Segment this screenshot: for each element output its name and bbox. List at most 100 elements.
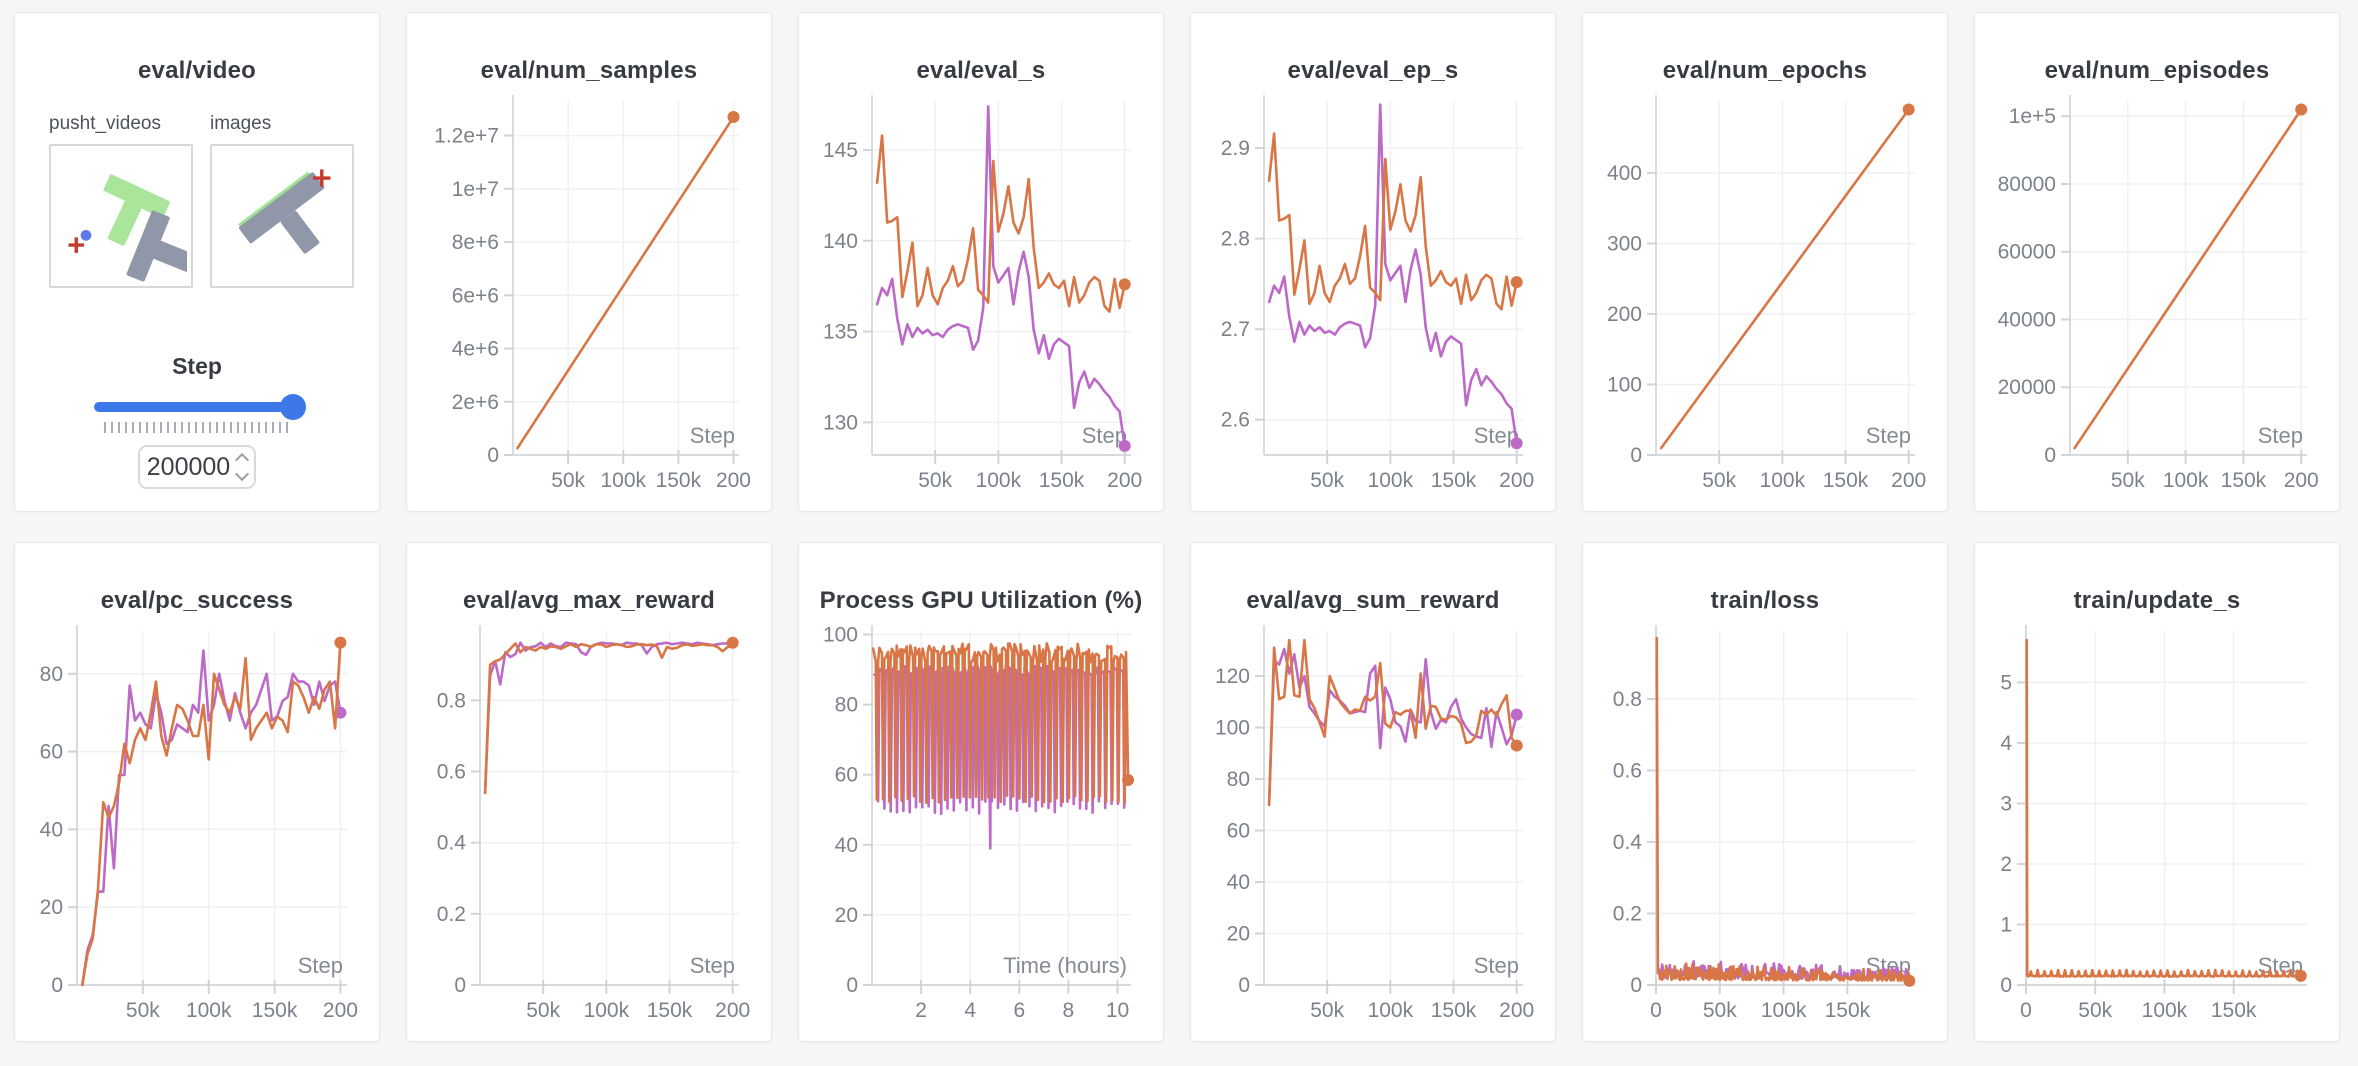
svg-text:60: 60 xyxy=(40,741,63,764)
svg-text:100k: 100k xyxy=(976,469,1022,492)
panel-eval-video: eval/video pusht_videos xyxy=(14,12,380,512)
svg-text:0.8: 0.8 xyxy=(437,689,466,712)
svg-text:0: 0 xyxy=(846,974,858,997)
svg-text:40: 40 xyxy=(40,818,63,841)
t-object-block-gray xyxy=(126,210,196,282)
svg-text:20: 20 xyxy=(1227,923,1250,946)
svg-text:0.4: 0.4 xyxy=(1613,831,1643,854)
svg-text:100k: 100k xyxy=(2163,469,2209,492)
step-value-text: 200000 xyxy=(146,452,231,481)
chart-canvas-num-samples[interactable]: 0 2e+6 4e+6 6e+6 8e+6 1e+7 1.2e+7 50k 100k 150k 20… xyxy=(407,13,772,512)
chart-canvas-pc-success[interactable]: 0 20 40 60 80 50k 100k 150k 200 Step xyxy=(15,543,380,1042)
svg-text:5: 5 xyxy=(2000,671,2012,694)
svg-text:0: 0 xyxy=(1630,444,1642,467)
svg-text:150k: 150k xyxy=(1431,999,1477,1022)
video-preview-pusht[interactable] xyxy=(49,144,196,288)
svg-text:40: 40 xyxy=(1227,871,1250,894)
svg-text:200: 200 xyxy=(1107,469,1142,492)
panel-eval-eval-s: eval/eval_s 130 135 140 145 50k 100k 150k 200 St… xyxy=(798,12,1164,512)
step-value-input[interactable]: 200000 xyxy=(138,445,256,489)
svg-text:2e+6: 2e+6 xyxy=(452,391,499,414)
step-slider-track[interactable] xyxy=(94,402,300,412)
stepper-arrows[interactable] xyxy=(235,452,250,482)
svg-text:80: 80 xyxy=(40,663,63,686)
media-figure-images: images xyxy=(210,113,354,288)
svg-text:150k: 150k xyxy=(656,469,702,492)
svg-text:60000: 60000 xyxy=(1998,241,2056,264)
svg-text:50k: 50k xyxy=(1702,469,1736,492)
chart-canvas-num-episodes[interactable]: 0 20000 40000 60000 80000 1e+5 50k 100k 150k 200 S… xyxy=(1975,13,2340,512)
image-frame xyxy=(238,169,331,254)
svg-text:50k: 50k xyxy=(1703,999,1737,1022)
svg-text:2.8: 2.8 xyxy=(1221,228,1250,251)
svg-text:0.6: 0.6 xyxy=(437,761,466,784)
pusht-video-frame xyxy=(68,174,196,282)
image-preview[interactable] xyxy=(210,144,354,288)
chart-canvas-avg-max-reward[interactable]: 0 0.2 0.4 0.6 0.8 50k 100k 150k 200 Step xyxy=(407,543,772,1042)
svg-text:40000: 40000 xyxy=(1998,308,2056,331)
svg-text:0: 0 xyxy=(1238,974,1250,997)
svg-text:50k: 50k xyxy=(918,469,952,492)
chart-canvas-gpu-utilization[interactable]: 0 20 40 60 80 100 2 4 6 8 10 Time (hours) xyxy=(799,543,1164,1042)
chart-canvas-avg-sum-reward[interactable]: 0 20 40 60 80 100 120 50k 100k 150k 200 Step xyxy=(1191,543,1556,1042)
svg-text:150k: 150k xyxy=(647,999,693,1022)
svg-text:3: 3 xyxy=(2000,792,2012,815)
svg-text:150k: 150k xyxy=(1825,999,1871,1022)
svg-text:Step: Step xyxy=(690,953,735,978)
media-figure-pusht-videos: pusht_videos xyxy=(49,113,196,288)
svg-text:Step: Step xyxy=(1474,953,1519,978)
svg-text:100: 100 xyxy=(1215,717,1250,740)
svg-text:Step: Step xyxy=(2258,423,2303,448)
svg-text:200: 200 xyxy=(1499,469,1534,492)
svg-text:100k: 100k xyxy=(584,999,630,1022)
svg-text:8e+6: 8e+6 xyxy=(452,231,499,254)
step-control: Step 200000 xyxy=(15,353,379,489)
svg-text:Step: Step xyxy=(1866,423,1911,448)
svg-text:200: 200 xyxy=(1607,303,1642,326)
svg-text:0: 0 xyxy=(2044,444,2056,467)
media-panel-title: eval/video xyxy=(137,57,257,84)
svg-text:0.6: 0.6 xyxy=(1613,759,1642,782)
svg-text:4: 4 xyxy=(2000,732,2012,755)
svg-text:200: 200 xyxy=(323,999,358,1022)
svg-text:0: 0 xyxy=(1630,974,1642,997)
stepper-up-icon[interactable] xyxy=(235,452,250,468)
svg-text:10: 10 xyxy=(1106,999,1129,1022)
svg-text:50k: 50k xyxy=(126,999,160,1022)
panel-train-update-s: train/update_s 0 1 2 3 4 5 0 50k 100k 150k Step xyxy=(1974,542,2340,1042)
svg-text:150k: 150k xyxy=(252,999,298,1022)
svg-text:0: 0 xyxy=(51,974,63,997)
step-slider[interactable] xyxy=(94,394,306,420)
svg-text:50k: 50k xyxy=(1310,469,1344,492)
svg-text:20000: 20000 xyxy=(1998,376,2056,399)
svg-text:50k: 50k xyxy=(526,999,560,1022)
panel-eval-avg-sum-reward: eval/avg_sum_reward 0 20 40 60 80 100 120 50k 10… xyxy=(1190,542,1556,1042)
svg-text:4e+6: 4e+6 xyxy=(452,338,499,361)
svg-text:100k: 100k xyxy=(1760,469,1806,492)
step-slider-thumb[interactable] xyxy=(280,394,306,420)
agent-dot-icon xyxy=(80,230,92,241)
panel-eval-eval-ep-s: eval/eval_ep_s 2.6 2.7 2.8 2.9 50k 100k 150k 20… xyxy=(1190,12,1556,512)
svg-text:2.9: 2.9 xyxy=(1221,137,1250,160)
panel-eval-num-epochs: eval/num_epochs 0 100 200 300 400 50k 100k 150k… xyxy=(1582,12,1948,512)
svg-text:0: 0 xyxy=(1650,999,1662,1022)
svg-text:150k: 150k xyxy=(1823,469,1869,492)
svg-text:50k: 50k xyxy=(551,469,585,492)
svg-text:0: 0 xyxy=(454,974,466,997)
svg-text:8: 8 xyxy=(1063,999,1075,1022)
svg-text:0: 0 xyxy=(2020,999,2032,1022)
svg-text:200: 200 xyxy=(2284,469,2319,492)
t-object-block-gray-2 xyxy=(238,171,325,254)
svg-text:2: 2 xyxy=(2000,853,2012,876)
chart-canvas-num-epochs[interactable]: 0 100 200 300 400 50k 100k 150k 200 Step xyxy=(1583,13,1948,512)
stepper-down-icon[interactable] xyxy=(235,466,250,482)
svg-text:150k: 150k xyxy=(1039,469,1085,492)
goal-cross-icon xyxy=(68,237,85,253)
svg-text:1.2e+7: 1.2e+7 xyxy=(434,125,499,148)
svg-text:150k: 150k xyxy=(1431,469,1477,492)
svg-text:145: 145 xyxy=(823,139,858,162)
